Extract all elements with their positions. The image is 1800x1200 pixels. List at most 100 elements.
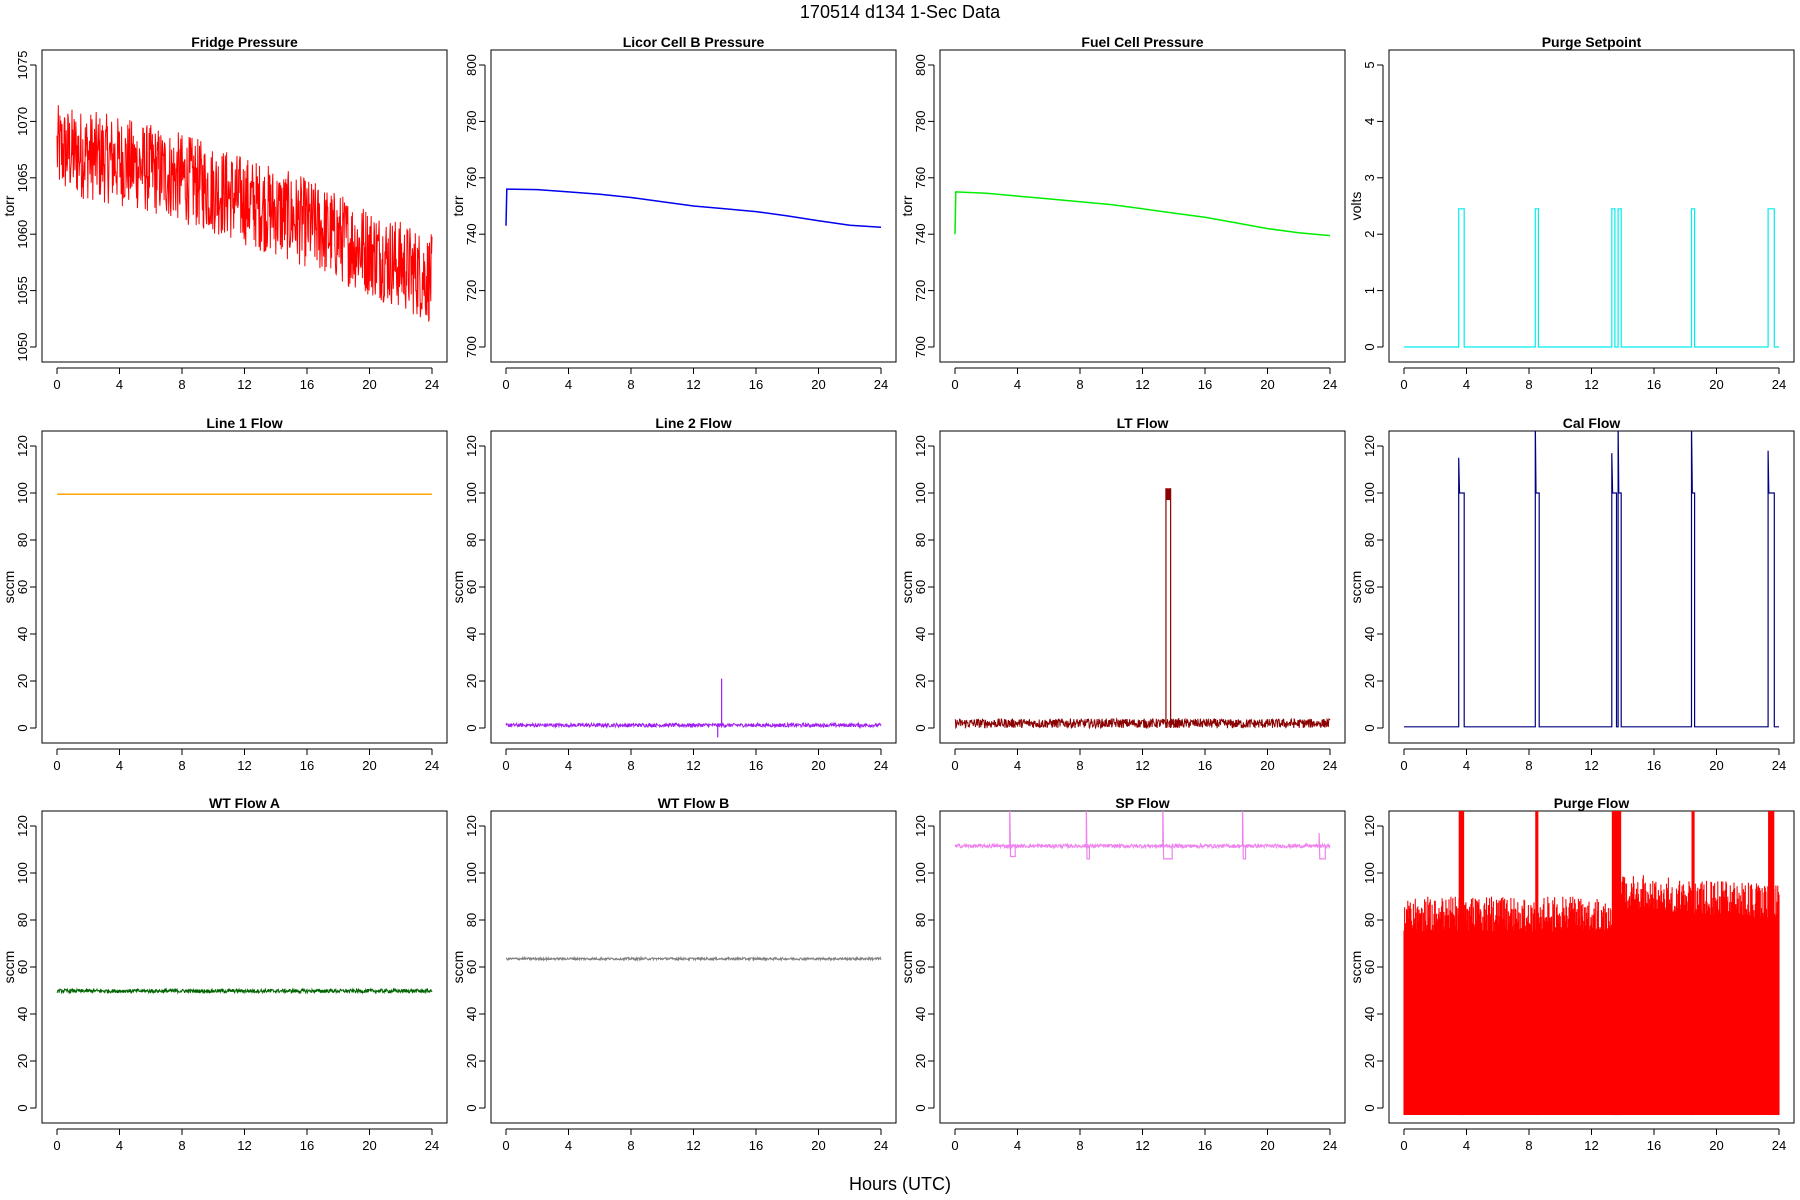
y-axis: 0 1 2 3 4 5 xyxy=(1362,61,1384,351)
x-axis: 0 4 8 12 16 20 24 xyxy=(1400,748,1786,773)
purge-peak xyxy=(1535,811,1539,1116)
y-tick-label: 720 xyxy=(464,280,479,302)
y-axis-label: torr xyxy=(899,195,915,216)
y-tick-label: 60 xyxy=(464,960,479,974)
y-tick-label: 40 xyxy=(15,627,30,641)
x-tick-label: 4 xyxy=(1014,377,1021,392)
y-tick-label: 20 xyxy=(464,674,479,688)
x-tick-label: 16 xyxy=(1198,1138,1212,1153)
y-tick-label: 60 xyxy=(464,580,479,594)
series-line xyxy=(505,955,882,962)
series-line xyxy=(505,188,882,228)
y-tick-label: 100 xyxy=(913,482,928,504)
y-tick-label: 40 xyxy=(1362,627,1377,641)
y-tick-label: 5 xyxy=(1362,61,1377,68)
dip-pulse xyxy=(1318,832,1326,860)
purge-peak xyxy=(1691,811,1695,1116)
y-tick-label: 80 xyxy=(913,913,928,927)
y-tick-label: 80 xyxy=(913,533,928,547)
x-tick-label: 20 xyxy=(362,377,376,392)
x-tick-label: 12 xyxy=(1584,758,1598,773)
y-tick-label: 80 xyxy=(1362,533,1377,547)
x-tick-label: 8 xyxy=(627,377,634,392)
y-axis: 1050 1055 1060 1065 1070 1075 xyxy=(15,51,37,361)
y-tick-label: 0 xyxy=(464,1104,479,1111)
y-tick-label: 1065 xyxy=(15,163,30,192)
y-tick-label: 700 xyxy=(464,336,479,358)
y-axis-label: sccm xyxy=(899,571,915,604)
x-tick-label: 12 xyxy=(686,1138,700,1153)
y-tick-label: 60 xyxy=(1362,580,1377,594)
x-axis: 0 4 8 12 16 20 24 xyxy=(1400,1128,1786,1153)
data-layer xyxy=(1403,811,1780,1116)
y-tick-label: 1070 xyxy=(15,107,30,136)
x-tick-label: 12 xyxy=(1135,1138,1149,1153)
figure-title: 170514 d134 1-Sec Data xyxy=(800,2,1001,22)
x-tick-label: 4 xyxy=(1463,1138,1470,1153)
x-tick-label: 20 xyxy=(362,758,376,773)
y-axis-label: sccm xyxy=(1,571,17,604)
plot-frame xyxy=(1388,430,1795,744)
y-axis: 0 20 40 60 80 100 120 xyxy=(464,435,486,732)
data-layer xyxy=(954,191,1331,237)
y-tick-label: 60 xyxy=(15,960,30,974)
panel-title: Purge Flow xyxy=(1554,795,1630,811)
y-tick-label: 800 xyxy=(913,54,928,76)
series-line xyxy=(954,191,1331,237)
y-tick-label: 760 xyxy=(913,167,928,189)
plot-frame xyxy=(939,810,1346,1124)
x-tick-label: 20 xyxy=(811,1138,825,1153)
x-tick-label: 24 xyxy=(1323,1138,1337,1153)
panel-title: Licor Cell B Pressure xyxy=(623,34,765,50)
y-tick-label: 100 xyxy=(15,862,30,884)
x-tick-label: 20 xyxy=(1709,377,1723,392)
y-tick-label: 1075 xyxy=(15,51,30,80)
x-tick-label: 12 xyxy=(1584,1138,1598,1153)
y-axis-label: torr xyxy=(450,195,466,216)
data-layer xyxy=(56,105,433,322)
y-tick-label: 80 xyxy=(1362,913,1377,927)
panel-title: Line 2 Flow xyxy=(655,415,731,431)
x-tick-label: 16 xyxy=(749,377,763,392)
y-tick-label: 20 xyxy=(1362,1054,1377,1068)
x-tick-label: 8 xyxy=(627,758,634,773)
y-tick-label: 800 xyxy=(464,54,479,76)
y-tick-label: 20 xyxy=(913,1054,928,1068)
y-tick-label: 780 xyxy=(464,111,479,133)
y-tick-label: 120 xyxy=(913,815,928,837)
x-tick-label: 8 xyxy=(178,1138,185,1153)
x-tick-label: 20 xyxy=(811,758,825,773)
series-line xyxy=(56,105,433,322)
data-layer xyxy=(505,678,882,738)
y-tick-label: 80 xyxy=(464,533,479,547)
x-tick-label: 16 xyxy=(300,1138,314,1153)
plot-frame xyxy=(41,49,448,363)
y-tick-label: 0 xyxy=(913,1104,928,1111)
y-tick-label: 0 xyxy=(1362,343,1377,350)
dip-pulse xyxy=(1241,811,1247,860)
data-layer xyxy=(505,188,882,228)
data-layer xyxy=(505,955,882,962)
x-tick-label: 4 xyxy=(116,758,123,773)
x-tick-label: 24 xyxy=(874,1138,888,1153)
y-tick-label: 120 xyxy=(15,815,30,837)
data-layer xyxy=(954,488,1331,730)
y-tick-label: 20 xyxy=(15,674,30,688)
y-tick-label: 3 xyxy=(1362,174,1377,181)
x-axis: 0 4 8 12 16 20 24 xyxy=(951,748,1337,773)
y-axis: 0 20 40 60 80 100 120 xyxy=(15,815,37,1112)
plot-frame xyxy=(1388,810,1795,1124)
y-tick-label: 40 xyxy=(913,627,928,641)
x-tick-label: 12 xyxy=(686,758,700,773)
x-tick-label: 24 xyxy=(1772,758,1786,773)
y-axis: 0 20 40 60 80 100 120 xyxy=(1362,435,1384,732)
y-axis: 0 20 40 60 80 100 120 xyxy=(464,815,486,1112)
y-tick-label: 40 xyxy=(15,1007,30,1021)
y-axis: 0 20 40 60 80 100 120 xyxy=(1362,815,1384,1112)
purge-peak xyxy=(1458,811,1465,1116)
x-tick-label: 16 xyxy=(1198,758,1212,773)
panel-title: LT Flow xyxy=(1117,415,1169,431)
y-tick-label: 60 xyxy=(1362,960,1377,974)
plot-frame xyxy=(41,810,448,1124)
